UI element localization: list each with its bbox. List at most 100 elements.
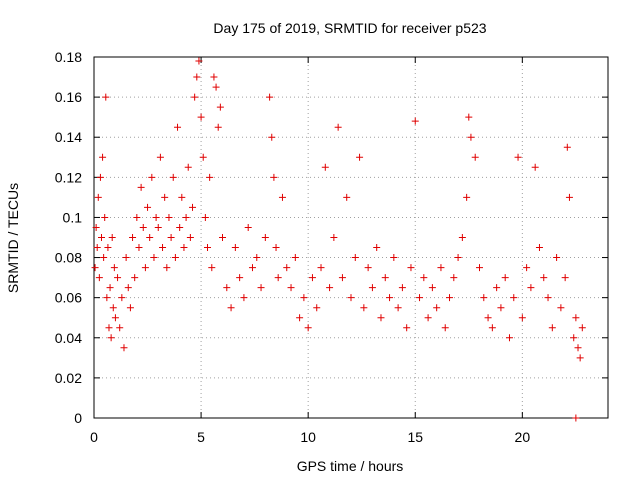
data-point	[152, 213, 160, 221]
data-point	[317, 264, 325, 272]
data-point	[231, 244, 239, 252]
data-point	[471, 153, 479, 161]
data-point	[148, 173, 156, 181]
data-point	[219, 234, 226, 241]
data-point	[574, 344, 582, 352]
data-point	[100, 254, 108, 262]
data-point	[99, 153, 107, 161]
data-point	[360, 304, 368, 312]
y-tick-label: 0.04	[55, 330, 82, 346]
data-point	[304, 324, 312, 332]
data-point	[364, 264, 372, 272]
y-tick-label: 0.06	[55, 290, 82, 306]
data-point	[96, 173, 104, 181]
data-point	[248, 264, 256, 272]
data-point	[199, 153, 207, 161]
data-point	[330, 234, 338, 241]
data-point	[274, 274, 282, 282]
data-point	[557, 304, 565, 312]
x-tick-label: 15	[407, 429, 423, 445]
data-point	[313, 304, 321, 312]
data-point	[497, 304, 505, 312]
data-point	[114, 274, 122, 282]
data-point	[186, 234, 194, 241]
data-point	[154, 223, 162, 231]
data-point	[394, 304, 402, 312]
data-point	[433, 304, 441, 312]
data-point	[197, 113, 205, 121]
data-point	[523, 264, 531, 272]
data-point	[206, 173, 214, 181]
y-tick-label: 0.18	[55, 49, 82, 65]
data-point	[131, 274, 139, 282]
data-point	[178, 193, 186, 201]
data-point	[465, 113, 473, 121]
data-point	[572, 414, 580, 422]
data-point	[208, 264, 216, 272]
data-point	[416, 294, 424, 302]
data-point	[326, 284, 334, 292]
y-tick-label: 0.16	[55, 89, 82, 105]
data-point	[240, 294, 248, 302]
data-point	[572, 314, 580, 322]
data-point	[578, 324, 586, 332]
data-point	[139, 223, 147, 231]
data-point	[390, 254, 398, 262]
data-point	[356, 153, 364, 161]
data-point	[373, 244, 381, 252]
data-point	[95, 274, 103, 282]
x-tick-labels: 0 5 10 15 20	[90, 429, 530, 445]
data-point	[118, 294, 126, 302]
data-point	[182, 213, 190, 221]
data-point	[120, 344, 128, 352]
data-point	[108, 234, 116, 241]
data-point	[446, 294, 454, 302]
x-tick-label: 10	[300, 429, 316, 445]
data-point	[210, 73, 218, 81]
data-point	[266, 93, 274, 101]
data-point	[420, 274, 428, 282]
data-point	[91, 264, 99, 272]
data-point	[159, 244, 167, 252]
data-point	[347, 294, 355, 302]
data-point	[570, 334, 578, 342]
data-point	[450, 274, 458, 282]
data-point	[270, 173, 278, 181]
data-point	[161, 193, 169, 201]
data-point	[169, 173, 177, 181]
data-point	[126, 304, 134, 312]
data-point	[476, 264, 483, 272]
data-point	[553, 254, 561, 262]
plot-frame	[93, 56, 609, 419]
data-point	[135, 244, 143, 252]
data-point	[296, 314, 304, 322]
data-point	[291, 254, 299, 262]
data-point	[488, 324, 496, 332]
data-point	[144, 203, 152, 211]
data-point	[544, 294, 552, 302]
data-point	[261, 234, 269, 241]
data-point	[150, 254, 158, 262]
data-point	[540, 274, 548, 282]
data-point	[565, 193, 573, 201]
axis-ticks	[93, 56, 608, 419]
data-point	[214, 123, 222, 131]
data-point	[463, 193, 471, 201]
data-point	[236, 274, 244, 282]
data-point	[278, 193, 286, 201]
data-point	[510, 294, 518, 302]
y-tick-label: 0.12	[55, 169, 82, 185]
data-point	[223, 284, 231, 292]
data-point	[283, 264, 291, 272]
data-point	[244, 223, 252, 231]
data-point	[176, 223, 184, 231]
data-point	[493, 284, 501, 292]
data-point	[171, 254, 179, 262]
data-point	[441, 324, 449, 332]
data-point	[268, 133, 276, 141]
data-point	[518, 314, 526, 322]
data-point	[563, 143, 571, 151]
data-point	[403, 324, 411, 332]
data-point	[122, 254, 130, 262]
data-point	[368, 284, 376, 292]
